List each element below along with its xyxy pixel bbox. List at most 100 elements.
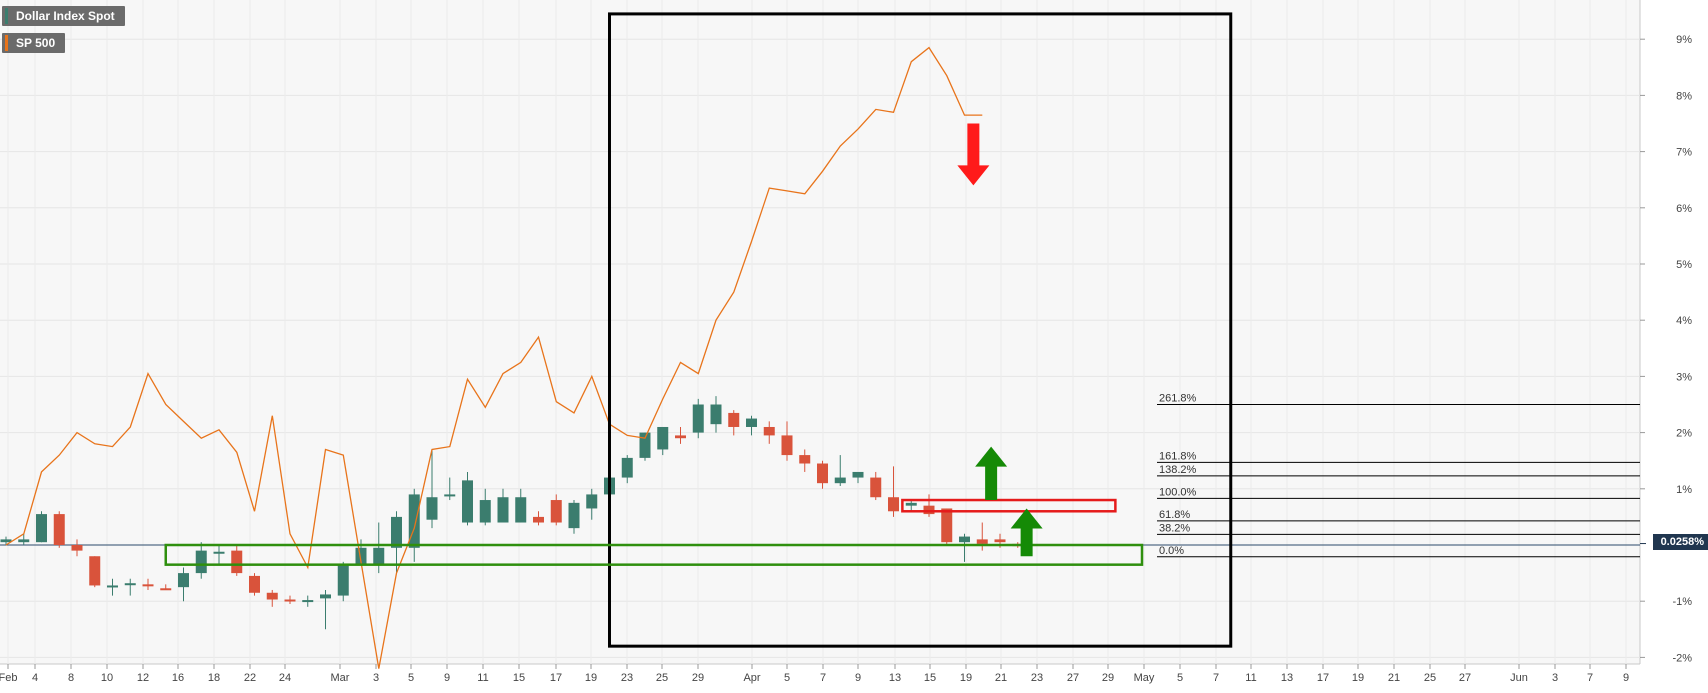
x-tick-label: Feb: [0, 672, 17, 684]
x-tick-label: 27: [1067, 672, 1079, 684]
candle-body: [888, 497, 899, 512]
x-tick-label: 21: [1388, 672, 1400, 684]
x-tick-label: 7: [1213, 672, 1219, 684]
candle-body: [675, 435, 686, 439]
candle: [923, 494, 935, 517]
candle-body: [639, 432, 651, 458]
x-tick-label: 5: [408, 672, 414, 684]
candle: [533, 511, 544, 526]
candle: [515, 488, 527, 523]
x-tick-label: 9: [444, 672, 450, 684]
y-tick-label: -1%: [1672, 596, 1692, 608]
candle: [444, 477, 456, 501]
candle-body: [976, 539, 988, 544]
legend-sp500[interactable]: SP 500: [2, 33, 66, 53]
candle-body: [373, 547, 385, 565]
x-tick-label: 10: [101, 672, 113, 684]
candle-body: [426, 497, 438, 520]
candle: [284, 595, 296, 605]
up-arrow-icon: [975, 446, 1008, 501]
y-tick-label: -2%: [1672, 652, 1692, 664]
x-tick-label: May: [1134, 672, 1155, 684]
candle-body: [941, 508, 953, 543]
annotation-box: [608, 12, 1233, 648]
candle: [888, 466, 899, 517]
candle: [142, 578, 154, 590]
candle-body: [905, 502, 917, 506]
legend-dollar-index[interactable]: Dollar Index Spot: [2, 6, 125, 26]
x-tick-label: 19: [585, 672, 597, 684]
last-value-badge: 0.0258%: [1652, 534, 1708, 550]
x-tick-label: 15: [924, 672, 936, 684]
candle: [746, 415, 757, 436]
candle-body: [284, 599, 296, 602]
y-tick-label: 8%: [1676, 90, 1692, 102]
x-tick-label: 24: [279, 672, 291, 684]
x-tick-label: 22: [244, 672, 256, 684]
candle: [160, 584, 172, 591]
candle: [941, 508, 953, 545]
y-tick-label: 3%: [1676, 371, 1692, 383]
candle: [852, 471, 864, 484]
x-tick-label: Mar: [331, 672, 350, 684]
fib-level-label: 100.0%: [1159, 486, 1197, 498]
y-tick-label: 2%: [1676, 428, 1692, 440]
x-tick-label: 7: [1587, 672, 1593, 684]
candle: [231, 545, 243, 576]
candle: [426, 449, 438, 529]
annotation-box: [901, 498, 1117, 513]
candle: [320, 589, 331, 630]
candle-body: [852, 471, 864, 478]
x-tick-label: 7: [820, 672, 826, 684]
x-tick-label: 11: [1245, 672, 1256, 684]
candle-body: [160, 588, 172, 591]
fib-level-label: 138.2%: [1159, 464, 1197, 476]
candle: [959, 533, 970, 562]
down-arrow-icon: [957, 123, 990, 186]
candle-body: [408, 494, 420, 548]
x-tick-label: 19: [960, 672, 972, 684]
candle: [817, 460, 828, 489]
x-tick-label: 9: [855, 672, 861, 684]
candle-body: [533, 516, 544, 523]
candle: [213, 545, 225, 565]
x-tick-label: 11: [477, 672, 488, 684]
y-tick-label: 4%: [1676, 315, 1692, 327]
y-tick-label: 5%: [1676, 259, 1692, 271]
candle: [124, 578, 136, 596]
candle-body: [266, 592, 278, 600]
candle: [462, 471, 473, 526]
candle: [479, 488, 491, 526]
candle-body: [479, 500, 491, 523]
candle-body: [355, 547, 367, 565]
candle-body: [231, 550, 243, 574]
x-tick-label: 18: [208, 672, 220, 684]
plot-background: [0, 0, 1640, 664]
x-tick-label: 15: [513, 672, 525, 684]
candle: [799, 449, 811, 472]
candle-body: [444, 494, 456, 497]
candle-body: [337, 564, 349, 596]
candle: [89, 556, 101, 588]
candle-body: [0, 539, 12, 543]
candle-body: [746, 418, 757, 427]
legend-sp500-label: SP 500: [16, 36, 56, 50]
candle-body: [994, 539, 1006, 543]
last-value-label: 0.0258%: [1660, 536, 1704, 548]
x-tick-label: 23: [1031, 672, 1043, 684]
candle-body: [462, 480, 473, 523]
candle: [36, 511, 47, 543]
x-tick-label: 3: [1552, 672, 1558, 684]
x-tick-label: 29: [692, 672, 704, 684]
annotation-box: [164, 543, 1144, 566]
candle-body: [621, 457, 633, 478]
x-tick-label: 13: [1281, 672, 1293, 684]
x-tick-label: 12: [137, 672, 149, 684]
candle-body: [870, 477, 882, 498]
candle: [266, 589, 278, 607]
candle-body: [36, 514, 47, 543]
x-axis-panel: [0, 664, 1640, 688]
x-tick-label: 5: [784, 672, 790, 684]
candle-body: [302, 600, 314, 603]
